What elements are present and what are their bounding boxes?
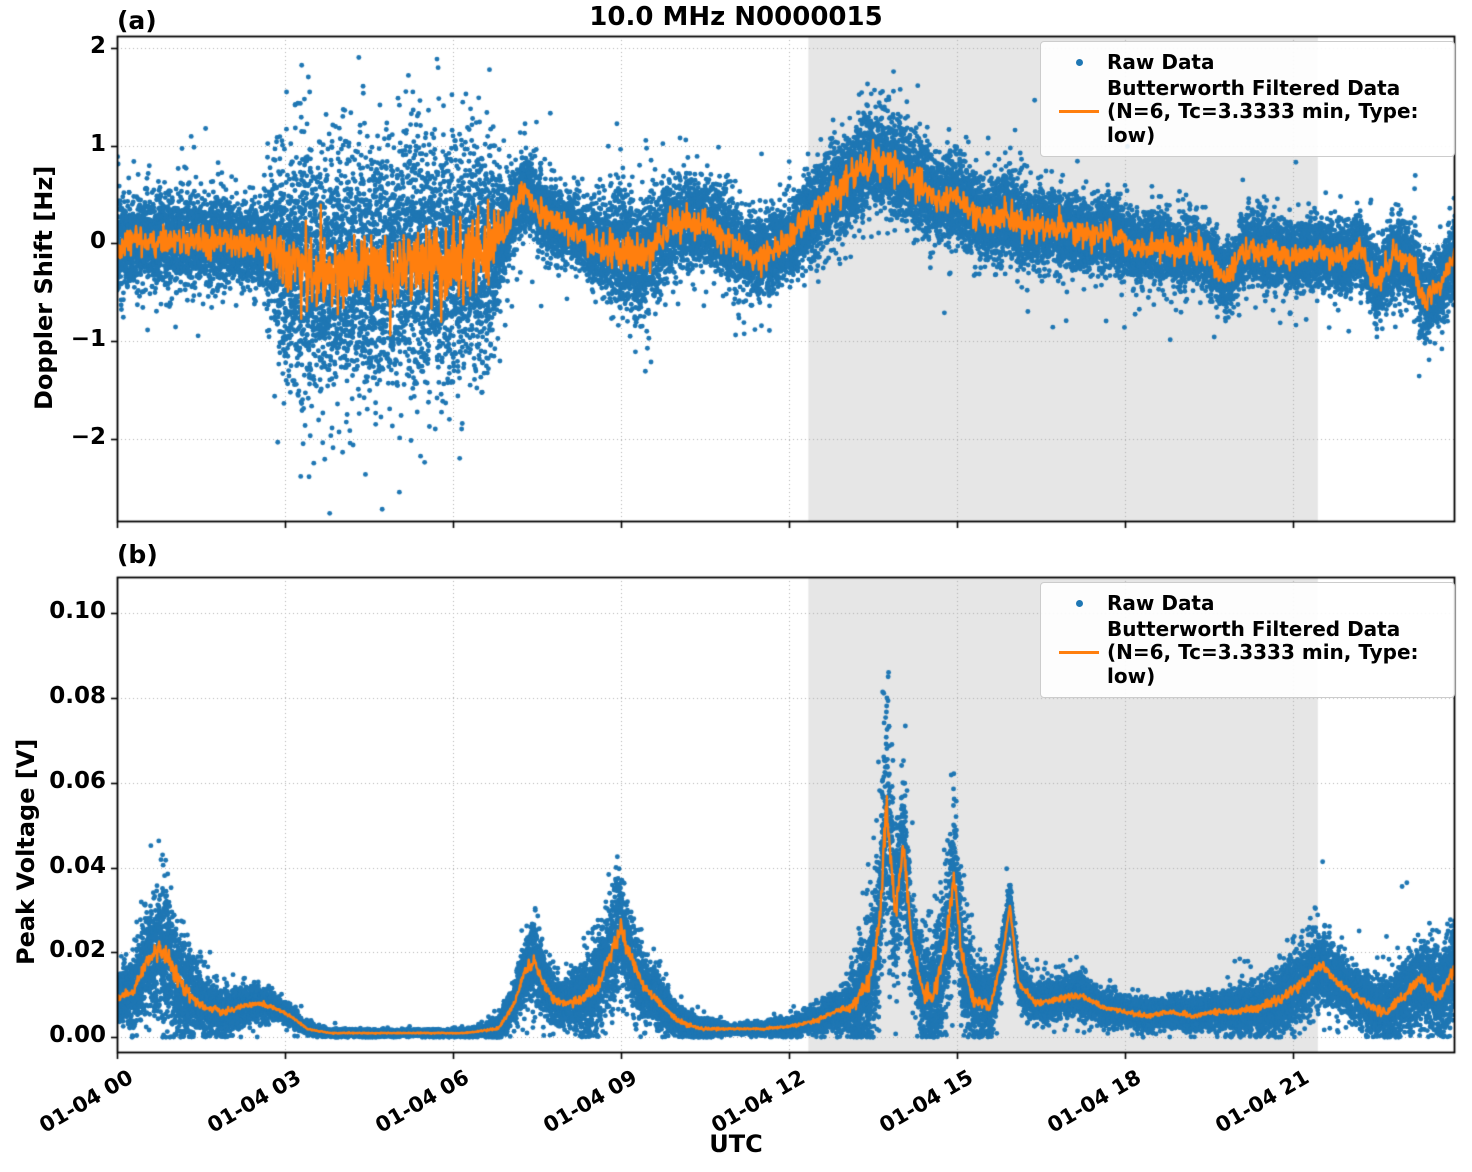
- y-tick-label: 0.06: [49, 767, 106, 794]
- legend-entry-filtered-data: Butterworth Filtered Data (N=6, Tc=3.333…: [1051, 616, 1442, 689]
- y-tick-label: 2: [89, 32, 106, 59]
- y-tick-label: 0.04: [49, 852, 106, 879]
- filtered-data-line-icon: [1051, 110, 1107, 114]
- raw-data-marker-icon: [1051, 600, 1107, 608]
- legend-label-filtered-line1: Butterworth Filtered Data: [1107, 616, 1401, 641]
- x-axis-label: UTC: [709, 1130, 763, 1158]
- raw-data-marker-icon: [1051, 59, 1107, 67]
- panel-a-legend: Raw Data Butterworth Filtered Data (N=6,…: [1040, 41, 1455, 158]
- legend-label-filtered-data: Butterworth Filtered Data (N=6, Tc=3.333…: [1107, 75, 1442, 148]
- y-tick-label: −2: [70, 423, 106, 450]
- legend-label-raw-data: Raw Data: [1107, 50, 1215, 74]
- y-tick-label: −1: [70, 326, 106, 353]
- y-tick-label: 0.10: [49, 598, 106, 625]
- legend-entry-raw-data: Raw Data: [1051, 50, 1442, 75]
- filtered-data-line-icon: [1051, 651, 1107, 655]
- y-tick-label: 0.02: [49, 937, 106, 964]
- panel-b-legend: Raw Data Butterworth Filtered Data (N=6,…: [1040, 582, 1455, 699]
- legend-label-filtered-line1: Butterworth Filtered Data: [1107, 75, 1401, 100]
- panel-a-ylabel: Doppler Shift [Hz]: [30, 165, 58, 410]
- y-tick-label: 0.00: [49, 1022, 106, 1049]
- panel-a-tag: (a): [117, 6, 157, 35]
- panel-b-ylabel: Peak Voltage [V]: [12, 738, 40, 965]
- legend-label-raw-data: Raw Data: [1107, 591, 1215, 615]
- y-tick-label: 0.08: [49, 682, 106, 709]
- y-tick-label: 0: [89, 228, 106, 255]
- legend-label-filtered-data: Butterworth Filtered Data (N=6, Tc=3.333…: [1107, 616, 1442, 689]
- legend-label-filtered-line2: (N=6, Tc=3.3333 min, Type: low): [1107, 99, 1419, 147]
- page-title: 10.0 MHz N0000015: [589, 2, 883, 32]
- legend-entry-filtered-data: Butterworth Filtered Data (N=6, Tc=3.333…: [1051, 75, 1442, 148]
- panel-b-tag: (b): [117, 540, 158, 569]
- y-tick-label: 1: [89, 130, 106, 157]
- legend-label-filtered-line2: (N=6, Tc=3.3333 min, Type: low): [1107, 640, 1419, 688]
- legend-entry-raw-data: Raw Data: [1051, 591, 1442, 616]
